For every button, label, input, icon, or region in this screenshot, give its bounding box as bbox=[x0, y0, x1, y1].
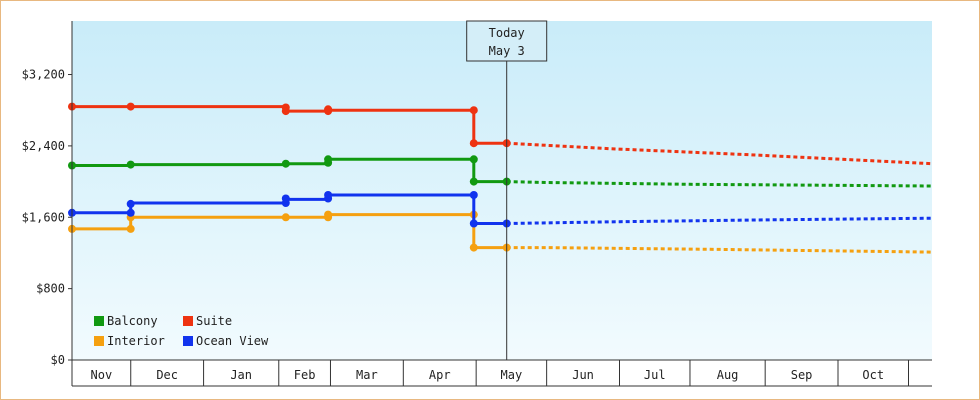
forecast-line-ocean-view bbox=[506, 216, 933, 225]
data-point bbox=[126, 102, 135, 111]
data-point bbox=[324, 105, 333, 114]
x-tick-label: Jun bbox=[572, 368, 594, 382]
today-label-line2: May 3 bbox=[489, 44, 525, 58]
y-tick-label: $3,200 bbox=[22, 68, 65, 82]
x-tick-label: Jan bbox=[230, 368, 252, 382]
legend-label: Suite bbox=[196, 314, 232, 328]
data-point bbox=[126, 224, 135, 233]
data-point bbox=[281, 194, 290, 203]
data-point bbox=[281, 159, 290, 168]
x-tick-label: May bbox=[501, 368, 523, 382]
legend-swatch bbox=[183, 316, 193, 326]
today-marker: Today May 3 bbox=[466, 20, 548, 360]
x-tick-label: Apr bbox=[429, 368, 451, 382]
data-point bbox=[469, 155, 478, 164]
y-tick-label: $800 bbox=[36, 282, 65, 296]
legend-label: Balcony bbox=[107, 314, 158, 328]
today-label-line1: Today bbox=[489, 26, 525, 40]
forecast-line-interior bbox=[506, 246, 933, 254]
x-tick-label: Oct bbox=[862, 368, 884, 382]
data-point bbox=[126, 199, 135, 208]
data-point bbox=[324, 191, 333, 199]
legend-swatch bbox=[94, 336, 104, 346]
data-point bbox=[469, 106, 478, 115]
y-tick-label: $2,400 bbox=[22, 139, 65, 153]
data-point bbox=[469, 243, 478, 252]
data-point bbox=[469, 139, 478, 148]
x-tick-label: Nov bbox=[91, 368, 113, 382]
x-tick-label: Feb bbox=[294, 368, 316, 382]
data-point bbox=[469, 219, 478, 228]
legend-swatch bbox=[183, 336, 193, 346]
data-point bbox=[126, 160, 135, 169]
data-point bbox=[469, 191, 478, 199]
forecast-line-suite bbox=[506, 141, 933, 166]
today-label-box bbox=[466, 20, 548, 62]
legend-swatch bbox=[94, 316, 104, 326]
data-point bbox=[281, 213, 290, 222]
legend: Balcony Suite Interior Ocean View bbox=[94, 314, 269, 348]
x-tick-label: Mar bbox=[356, 368, 378, 382]
data-point bbox=[469, 177, 478, 186]
data-point bbox=[324, 210, 333, 219]
x-tick-label: Sep bbox=[791, 368, 813, 382]
legend-label: Interior bbox=[107, 334, 165, 348]
axes-group: $0 $800 $1,600 $2,400 $3,200 Nov Dec Jan Feb Mar A… bbox=[22, 21, 932, 387]
x-tick-label: Dec bbox=[156, 368, 178, 382]
y-tick-label: $1,600 bbox=[22, 210, 65, 224]
series-group bbox=[68, 102, 933, 254]
x-tick-label: Aug bbox=[717, 368, 739, 382]
plot-background bbox=[72, 21, 932, 360]
legend-label: Ocean View bbox=[196, 334, 269, 348]
y-tick-label: $0 bbox=[51, 353, 65, 367]
forecast-line-balcony bbox=[506, 180, 933, 188]
data-point bbox=[324, 155, 333, 164]
x-tick-label: Jul bbox=[644, 368, 666, 382]
data-point bbox=[126, 208, 135, 217]
data-point bbox=[281, 107, 290, 116]
